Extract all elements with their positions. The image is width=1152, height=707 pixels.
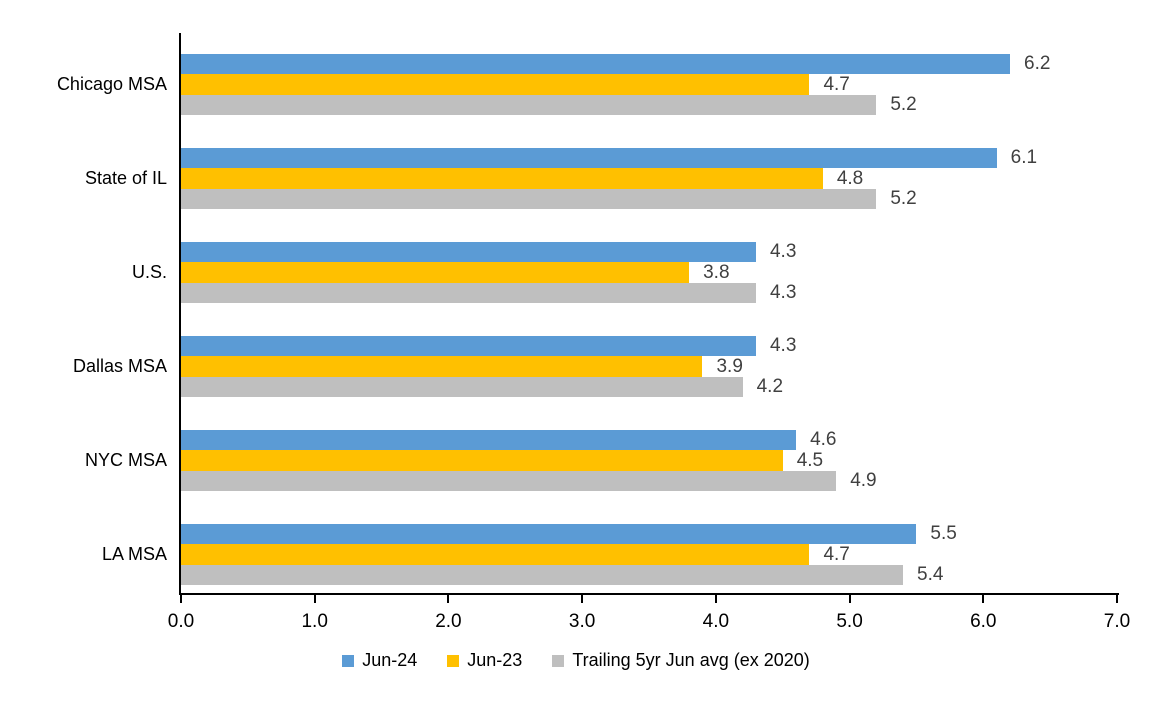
legend-swatch-icon xyxy=(447,654,460,667)
data-label: 6.1 xyxy=(1010,147,1038,169)
data-label: 4.7 xyxy=(823,73,850,95)
x-tick xyxy=(1116,595,1118,603)
data-label: 4.8 xyxy=(836,167,864,189)
data-label: 3.8 xyxy=(703,261,730,283)
x-tick-label: 7.0 xyxy=(1103,611,1131,632)
data-label: 3.9 xyxy=(716,355,743,377)
x-tick xyxy=(982,595,985,603)
data-label: 4.6 xyxy=(810,429,837,451)
bar-jun-23 xyxy=(181,74,810,95)
x-tick-label: 2.0 xyxy=(435,611,462,632)
legend-swatch-icon xyxy=(552,654,565,667)
data-label: 5.2 xyxy=(890,188,917,209)
x-tick-label: 0.0 xyxy=(167,611,195,632)
bar-jun-24 xyxy=(181,148,997,169)
legend-item: Jun-23 xyxy=(447,650,522,671)
data-label: 4.3 xyxy=(769,335,797,357)
bar-jun-23 xyxy=(181,356,703,377)
x-tick xyxy=(581,595,584,603)
legend-label: Jun-24 xyxy=(362,650,418,670)
x-tick-label: 3.0 xyxy=(568,611,596,632)
bar-jun-24 xyxy=(181,524,917,545)
x-tick-label: 4.0 xyxy=(702,611,730,632)
bar-jun-24 xyxy=(181,54,1011,75)
bar-jun-23 xyxy=(181,262,690,283)
legend-item: Trailing 5yr Jun avg (ex 2020) xyxy=(552,650,810,671)
x-tick xyxy=(447,595,450,603)
data-label: 4.9 xyxy=(850,470,877,491)
legend-swatch-icon xyxy=(342,654,355,667)
bar-trailing-5yr-jun-avg-ex-2020- xyxy=(181,470,837,492)
x-tick-label: 5.0 xyxy=(836,611,863,632)
bar-jun-24 xyxy=(181,430,797,451)
legend-label: Jun-23 xyxy=(467,650,523,670)
bar-jun-24 xyxy=(181,336,756,357)
category-label: LA MSA xyxy=(101,544,167,565)
data-label: 6.2 xyxy=(1024,53,1051,75)
legend-item: Jun-24 xyxy=(342,650,417,671)
x-tick xyxy=(313,595,316,603)
x-tick xyxy=(848,595,851,603)
bar-trailing-5yr-jun-avg-ex-2020- xyxy=(181,282,756,304)
category-label: Chicago MSA xyxy=(56,74,167,95)
category-label: U.S. xyxy=(131,262,167,283)
bar-jun-23 xyxy=(181,168,823,189)
data-label: 4.3 xyxy=(769,282,797,303)
legend: Jun-24 Jun-23 Trailing 5yr Jun avg (ex 202… xyxy=(0,650,1152,671)
bar-trailing-5yr-jun-avg-ex-2020- xyxy=(181,188,877,210)
data-label: 4.7 xyxy=(823,543,850,565)
data-label: 4.5 xyxy=(796,449,824,471)
legend-label: Trailing 5yr Jun avg (ex 2020) xyxy=(572,650,810,670)
category-label: NYC MSA xyxy=(84,450,167,471)
bar-trailing-5yr-jun-avg-ex-2020- xyxy=(181,564,904,586)
x-tick-label: 1.0 xyxy=(301,611,328,632)
x-tick-label: 6.0 xyxy=(970,611,997,632)
bar-jun-23 xyxy=(181,544,810,565)
x-tick xyxy=(714,595,717,603)
bar-trailing-5yr-jun-avg-ex-2020- xyxy=(181,94,877,116)
bar-jun-24 xyxy=(181,242,756,263)
x-tick xyxy=(180,595,182,603)
data-label: 4.3 xyxy=(769,241,797,263)
data-label: 5.4 xyxy=(917,564,944,585)
category-label: Dallas MSA xyxy=(72,356,167,377)
bar-jun-23 xyxy=(181,450,783,471)
category-label: State of IL xyxy=(84,168,167,189)
data-label: 5.5 xyxy=(930,523,957,545)
x-axis-line xyxy=(179,593,1119,595)
bar-trailing-5yr-jun-avg-ex-2020- xyxy=(181,376,743,398)
data-label: 4.2 xyxy=(756,376,784,397)
data-label: 5.2 xyxy=(890,94,917,115)
y-axis-line xyxy=(179,33,181,595)
